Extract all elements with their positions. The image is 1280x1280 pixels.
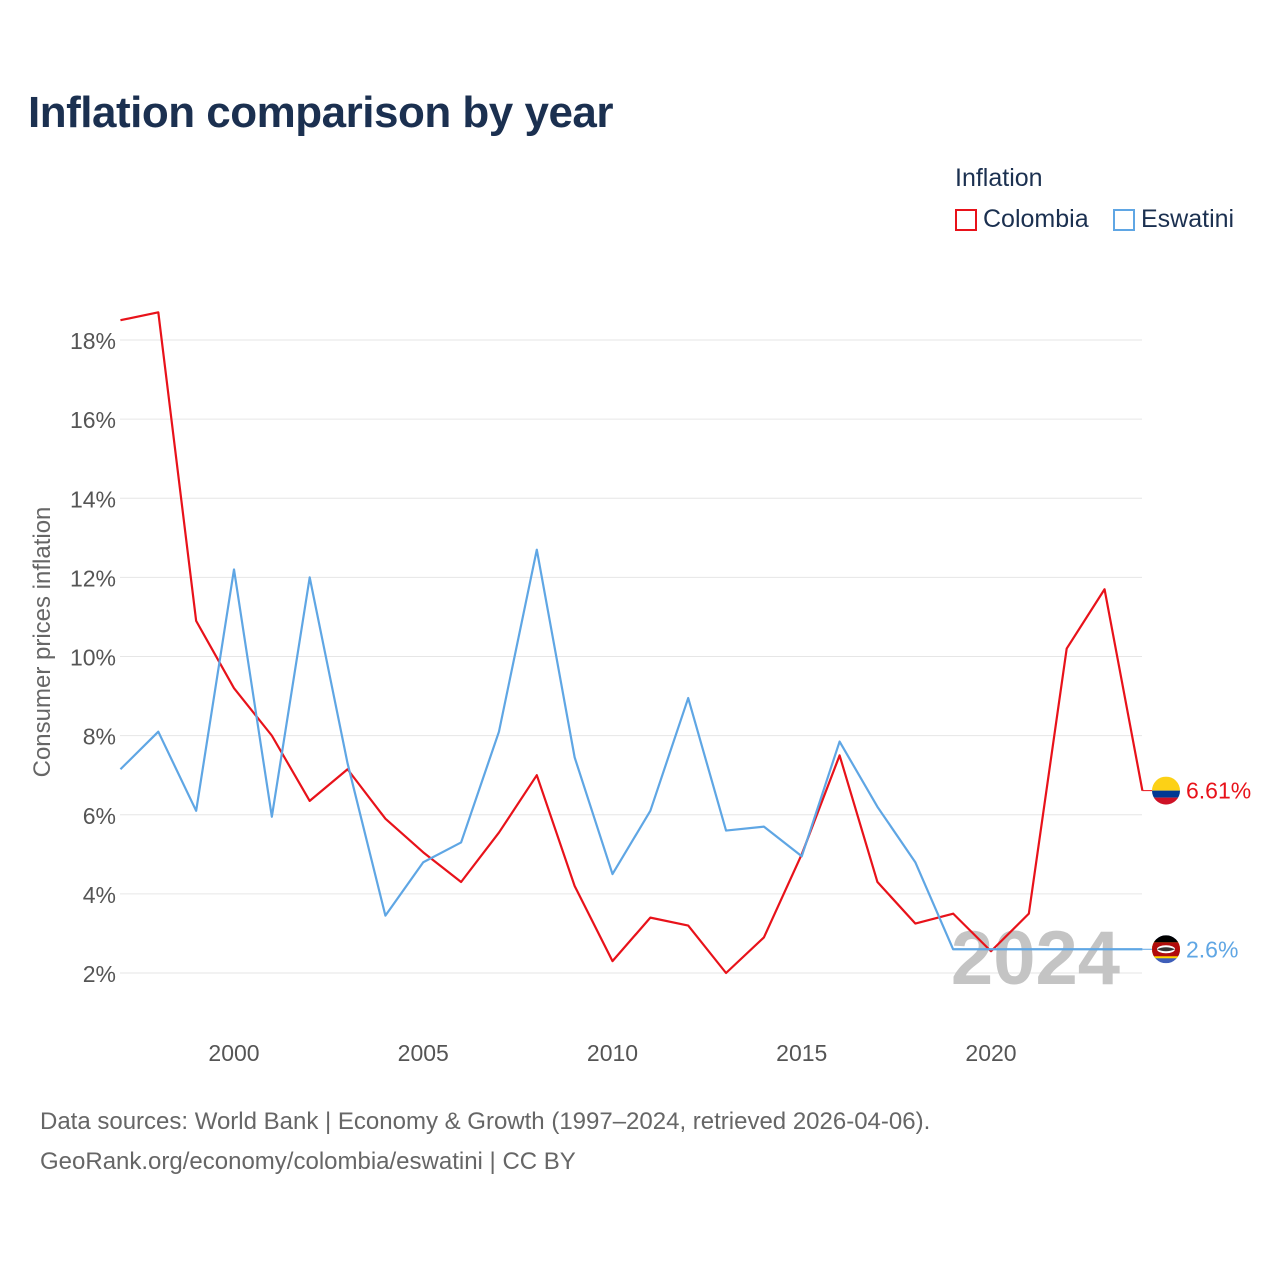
- source-line-1: Data sources: World Bank | Economy & Gro…: [40, 1108, 931, 1135]
- end-label-eswatini: 2.6%: [1186, 936, 1238, 962]
- y-tick-label: 4%: [83, 882, 116, 908]
- eswatini-flag-icon: [1152, 935, 1180, 964]
- y-tick-label: 18%: [70, 328, 116, 354]
- y-tick-label: 2%: [83, 961, 116, 987]
- y-tick-label: 12%: [70, 565, 116, 591]
- x-tick-label: 2000: [208, 1040, 259, 1066]
- end-label-colombia: 6.61%: [1186, 778, 1251, 804]
- y-tick-label: 10%: [70, 645, 116, 671]
- legend-swatch-colombia: [955, 208, 977, 231]
- source-line-2[interactable]: GeoRank.org/economy/colombia/eswatini | …: [40, 1148, 576, 1175]
- x-tick-label: 2010: [587, 1040, 638, 1066]
- y-axis-label: Consumer prices inflation: [29, 507, 56, 778]
- series-line-colombia[interactable]: [120, 311, 1144, 975]
- legend-label-colombia: Colombia: [983, 205, 1089, 233]
- y-tick-label: 14%: [70, 486, 116, 512]
- x-tick-label: 2020: [965, 1040, 1016, 1066]
- colombia-flag-icon: [1152, 776, 1180, 805]
- end-labels: 6.61% 2.6%: [1142, 778, 1251, 962]
- grid-lines: [120, 339, 1142, 974]
- year-watermark: 2024: [951, 916, 1120, 1001]
- series-lines: [119, 311, 1144, 975]
- legend-item-eswatini[interactable]: Eswatini: [1113, 205, 1234, 234]
- line-chart: 2% 4% 6% 8% 10% 12% 14% 16% 18% 2000 2005 2010 2015 2…: [29, 311, 1251, 1066]
- y-tick-label: 6%: [83, 803, 116, 829]
- legend-swatch-eswatini: [1113, 208, 1135, 231]
- legend-label-eswatini: Eswatini: [1141, 205, 1235, 233]
- y-tick-label: 16%: [70, 407, 116, 433]
- legend-title: Inflation: [955, 164, 1043, 192]
- x-tick-label: 2005: [398, 1040, 449, 1066]
- x-tick-label: 2015: [776, 1040, 827, 1066]
- axes: 2% 4% 6% 8% 10% 12% 14% 16% 18% 2000 2005 2010 2015 2…: [29, 328, 1017, 1066]
- chart-title: Inflation comparison by year: [28, 88, 614, 137]
- legend-item-colombia[interactable]: Colombia: [955, 205, 1089, 234]
- series-line-eswatini[interactable]: [119, 548, 1143, 951]
- y-tick-label: 8%: [83, 724, 116, 750]
